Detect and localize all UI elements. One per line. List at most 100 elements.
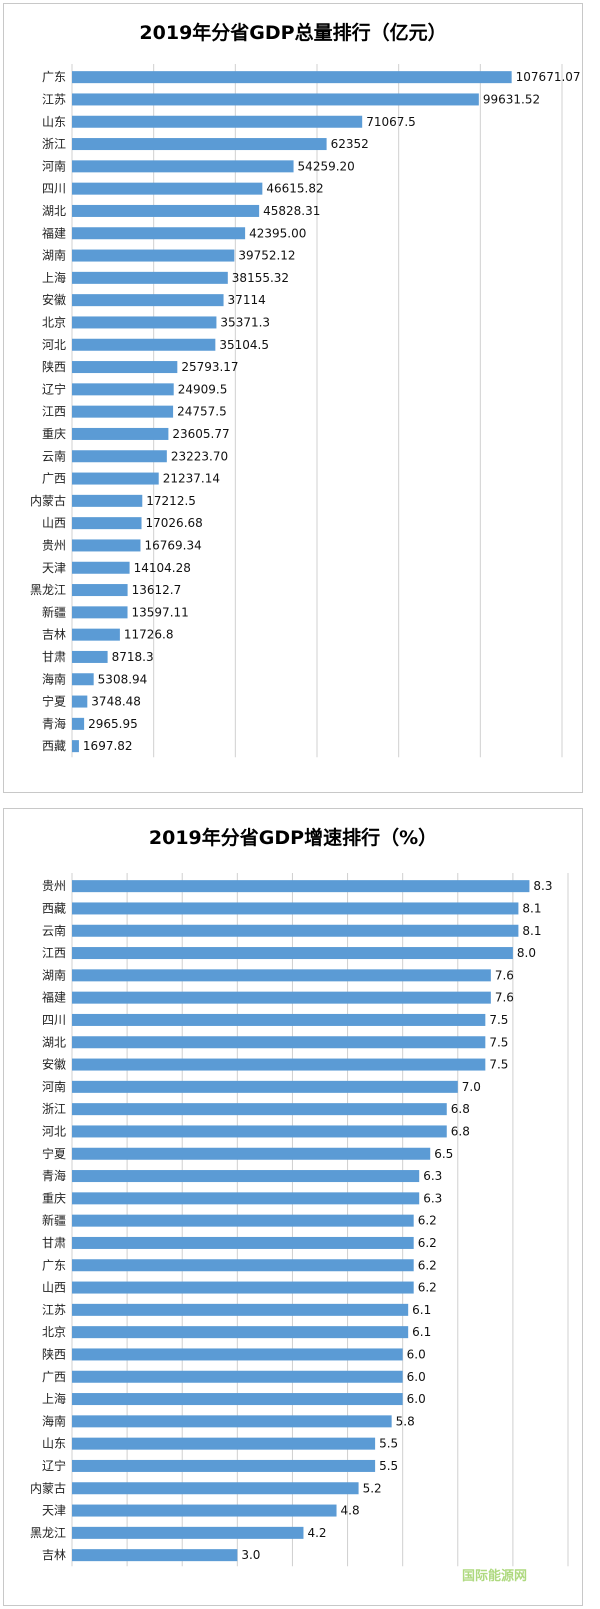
category-label: 山西 bbox=[42, 516, 66, 530]
bar bbox=[72, 93, 479, 106]
data-label: 6.8 bbox=[451, 1102, 470, 1116]
bar bbox=[72, 1437, 376, 1450]
category-label: 辽宁 bbox=[42, 381, 66, 396]
category-label: 天津 bbox=[42, 1504, 66, 1518]
data-label: 6.1 bbox=[412, 1303, 431, 1317]
category-label: 四川 bbox=[42, 182, 66, 196]
bar bbox=[72, 361, 178, 374]
category-label: 重庆 bbox=[42, 427, 66, 441]
data-label: 7.5 bbox=[489, 1013, 508, 1027]
data-label: 25793.17 bbox=[181, 360, 238, 374]
data-label: 39752.12 bbox=[238, 249, 295, 263]
category-label: 河北 bbox=[42, 1124, 66, 1138]
category-label: 湖北 bbox=[42, 1034, 66, 1049]
data-label: 7.0 bbox=[462, 1080, 481, 1094]
category-label: 贵州 bbox=[42, 879, 66, 893]
bar bbox=[72, 249, 235, 262]
data-label: 6.0 bbox=[407, 1370, 426, 1384]
data-label: 35371.3 bbox=[220, 315, 270, 329]
category-label: 广东 bbox=[42, 1258, 66, 1272]
data-label: 5.8 bbox=[396, 1414, 415, 1428]
bar bbox=[72, 271, 228, 284]
category-label: 北京 bbox=[42, 1325, 66, 1339]
data-label: 5308.94 bbox=[98, 672, 148, 686]
category-label: 安徽 bbox=[42, 1057, 66, 1072]
bar bbox=[72, 182, 263, 195]
category-label: 福建 bbox=[42, 225, 66, 240]
category-label: 广西 bbox=[42, 1370, 66, 1384]
bar bbox=[72, 1214, 414, 1227]
bar bbox=[72, 138, 327, 151]
category-label: 山东 bbox=[42, 115, 66, 129]
category-label: 云南 bbox=[42, 448, 66, 463]
data-label: 8.0 bbox=[517, 946, 536, 960]
category-label: 北京 bbox=[42, 315, 66, 329]
data-label: 35104.5 bbox=[219, 338, 269, 352]
category-label: 广西 bbox=[42, 472, 66, 486]
gdp-growth-chart: 2019年分省GDP增速排行（%） 贵州 8.3 西藏 8.1 云南 8.1 江西 8.0 湖南… bbox=[3, 808, 583, 1606]
bar bbox=[72, 1482, 359, 1495]
category-label: 浙江 bbox=[42, 137, 66, 151]
data-label: 6.2 bbox=[418, 1281, 437, 1295]
data-label: 3748.48 bbox=[91, 695, 141, 709]
bar bbox=[72, 1036, 486, 1049]
bar bbox=[72, 902, 519, 915]
category-label: 甘肃 bbox=[42, 1236, 66, 1250]
category-label: 宁夏 bbox=[42, 1146, 66, 1161]
data-label: 4.2 bbox=[307, 1526, 326, 1540]
data-label: 17212.5 bbox=[146, 494, 196, 508]
chart-title: 2019年分省GDP总量排行（亿元） bbox=[139, 22, 447, 44]
data-label: 6.2 bbox=[418, 1258, 437, 1272]
category-label: 陕西 bbox=[42, 1346, 66, 1361]
category-label: 青海 bbox=[42, 1168, 66, 1183]
category-label: 河北 bbox=[42, 338, 66, 352]
category-label: 西藏 bbox=[42, 739, 66, 753]
category-label: 安徽 bbox=[42, 292, 66, 307]
bar bbox=[72, 71, 512, 84]
chart-title: 2019年分省GDP增速排行（%） bbox=[148, 827, 438, 849]
data-label: 6.8 bbox=[451, 1124, 470, 1138]
bar bbox=[72, 405, 174, 418]
category-label: 上海 bbox=[42, 270, 66, 285]
category-label: 贵州 bbox=[42, 538, 66, 552]
bar bbox=[72, 606, 128, 619]
bar bbox=[72, 584, 128, 597]
bar bbox=[72, 561, 130, 574]
category-label: 西藏 bbox=[42, 901, 66, 915]
data-label: 8.1 bbox=[522, 901, 541, 915]
data-label: 5.5 bbox=[379, 1459, 398, 1473]
bar bbox=[72, 1549, 238, 1562]
data-label: 42395.00 bbox=[249, 226, 306, 240]
category-label: 海南 bbox=[42, 1413, 66, 1428]
category-label: 新疆 bbox=[42, 1213, 66, 1228]
bar bbox=[72, 717, 85, 730]
bar bbox=[72, 472, 159, 485]
data-label: 24757.5 bbox=[177, 405, 227, 419]
bar bbox=[72, 1393, 403, 1406]
bar bbox=[72, 740, 79, 753]
category-label: 四川 bbox=[42, 1013, 66, 1027]
category-label: 云南 bbox=[42, 923, 66, 938]
category-label: 江苏 bbox=[42, 1303, 66, 1317]
bar bbox=[72, 1348, 403, 1361]
data-label: 8.3 bbox=[533, 879, 552, 893]
category-label: 吉林 bbox=[42, 1548, 66, 1562]
category-label: 河南 bbox=[42, 158, 66, 173]
data-label: 99631.52 bbox=[483, 92, 540, 106]
data-label: 38155.32 bbox=[232, 271, 289, 285]
bar bbox=[72, 673, 94, 686]
data-label: 6.3 bbox=[423, 1191, 442, 1205]
bar bbox=[72, 1259, 414, 1272]
data-label: 107671.07 bbox=[516, 70, 581, 84]
data-label: 6.0 bbox=[407, 1347, 426, 1361]
bar bbox=[72, 1370, 403, 1383]
bar bbox=[72, 227, 246, 240]
bar bbox=[72, 1058, 486, 1071]
data-label: 24909.5 bbox=[178, 382, 228, 396]
data-label: 6.0 bbox=[407, 1392, 426, 1406]
category-label: 江苏 bbox=[42, 92, 66, 106]
category-label: 上海 bbox=[42, 1391, 66, 1406]
data-label: 13612.7 bbox=[132, 583, 182, 597]
category-label: 内蒙古 bbox=[30, 493, 66, 508]
category-label: 天津 bbox=[42, 561, 66, 575]
